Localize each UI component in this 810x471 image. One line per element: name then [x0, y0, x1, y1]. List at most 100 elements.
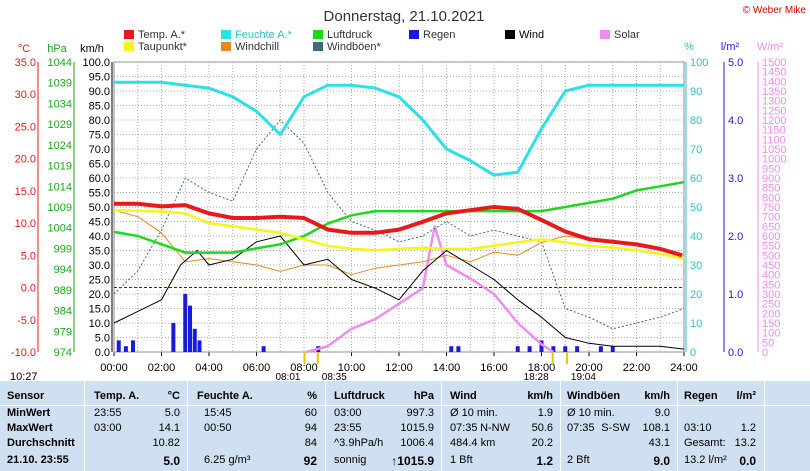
legend-swatch — [313, 42, 323, 51]
table-cell: 15:45 — [204, 407, 232, 419]
series-windben — [113, 119, 685, 330]
table-divider — [677, 381, 678, 471]
tick-rain: 1.0 — [728, 289, 743, 301]
legend-label: Luftdruck — [327, 29, 373, 41]
table-value: 9.0 — [654, 407, 670, 419]
table-cell: S-SW — [601, 422, 630, 434]
tick-pressure: 1019 — [48, 161, 72, 173]
table-value: 20.2 — [531, 437, 553, 449]
tick-solar: 1450 — [762, 67, 786, 79]
tick-x: 04:00 — [195, 362, 223, 374]
tick-pressure: 1004 — [48, 223, 72, 235]
rain-bar — [131, 340, 135, 352]
legend-label: Windböen* — [327, 41, 382, 53]
table-cell: 00:50 — [204, 422, 232, 434]
tick-pressure: 989 — [54, 285, 72, 297]
table-row-label: MaxWert — [7, 422, 53, 434]
table-header: Windböen — [567, 390, 621, 402]
tick-wind: 20.0 — [89, 289, 110, 301]
tick-wind: 90.0 — [89, 86, 110, 98]
tick-wind: 55.0 — [89, 188, 110, 200]
table-cell: N-NW — [480, 422, 510, 434]
tick-solar: 800 — [762, 192, 780, 204]
tick-wind: 35.0 — [89, 246, 110, 258]
tick-solar: 700 — [762, 212, 780, 224]
tick-solar: 150 — [762, 318, 780, 330]
legend: Temp. A.* Feuchte A.* Luftdruck Regen Wind So… — [124, 29, 640, 53]
tick-rain: 3.0 — [728, 173, 743, 185]
legend-swatch — [221, 30, 231, 39]
tick-wind: 25.0 — [89, 275, 110, 287]
table-value: 14.1 — [158, 422, 180, 434]
table-header: °C — [167, 390, 180, 402]
tick-humidity: 50 — [690, 202, 702, 214]
tick-wind: 85.0 — [89, 101, 110, 113]
table-value: 50.6 — [531, 422, 553, 434]
tick-solar: 600 — [762, 231, 780, 243]
series-solar — [306, 225, 555, 354]
sun-marker-label: 18:28 — [524, 372, 549, 381]
table-value: 1.9 — [537, 407, 553, 419]
tick-x: 00:00 — [100, 362, 128, 374]
tick-solar: 400 — [762, 270, 780, 282]
legend-swatch — [124, 42, 134, 51]
tick-humidity: 80 — [690, 115, 702, 127]
table-value: 5.0 — [164, 407, 180, 419]
rain-bar — [563, 346, 568, 352]
table-cell: 07:35 — [450, 422, 478, 434]
grid — [113, 61, 685, 353]
tick-rain: 5.0 — [728, 57, 743, 69]
tick-wind: 100.0 — [82, 57, 110, 69]
tick-solar: 750 — [762, 202, 780, 214]
table-cell: 03:10 — [684, 422, 712, 434]
table-value: 10.82 — [152, 437, 180, 449]
tick-temp: -5.0 — [17, 315, 36, 327]
tick-pressure: 1034 — [48, 98, 72, 110]
table-value: 94 — [304, 422, 317, 434]
tick-x: 18:00 — [528, 362, 556, 374]
legend-swatch — [600, 30, 610, 39]
table-value: 1006.4 — [400, 437, 434, 449]
sun-marker-label: 08:01 — [275, 372, 300, 381]
tick-humidity: 60 — [690, 173, 702, 185]
tick-wind: 65.0 — [89, 159, 110, 171]
tick-solar: 1100 — [762, 134, 786, 146]
table-value: 997.3 — [406, 407, 434, 419]
tick-pressure: 1014 — [48, 181, 72, 193]
tick-x: 14:00 — [433, 362, 461, 374]
table-header: Sensor — [7, 390, 45, 402]
tick-solar: 350 — [762, 279, 780, 291]
copyright: © Weber Mike — [743, 5, 807, 16]
table-value: 1015.9 — [400, 422, 434, 434]
table-cell: 03:00 — [94, 422, 122, 434]
axes: °C hPa km/h% l/m² W/m² -10.0 -5.0 0.0 5.0 10.0 15.… — [11, 41, 787, 374]
tick-x: 22:00 — [623, 362, 651, 374]
tick-x: 24:00 — [670, 362, 698, 374]
tick-pressure: 1009 — [48, 202, 72, 214]
legend-label: Windchill — [235, 41, 279, 53]
tick-solar: 900 — [762, 173, 780, 185]
tick-rain: 4.0 — [728, 115, 743, 127]
table-value: 1.2 — [536, 454, 553, 468]
stats-table — [0, 381, 810, 471]
tick-temp: 15.0 — [15, 186, 36, 198]
tick-temp: 10.0 — [15, 218, 36, 230]
table-row-label: Durchschnitt — [7, 437, 75, 449]
tick-wind: 15.0 — [89, 304, 110, 316]
tick-humidity: 100 — [690, 57, 708, 69]
tick-wind: 75.0 — [89, 130, 110, 142]
tick-temp: 5.0 — [21, 250, 36, 262]
table-cell: 07:35 — [567, 422, 595, 434]
tick-solar: 1150 — [762, 125, 786, 137]
tick-wind: 50.0 — [89, 202, 110, 214]
tick-solar: 1300 — [762, 96, 786, 108]
legend-label: Wind — [519, 29, 544, 41]
tick-temp: 20.0 — [15, 154, 36, 166]
rain-bar — [515, 346, 520, 352]
tick-humidity: 40 — [690, 231, 702, 243]
table-cell: 6.25 g/m³ — [204, 454, 251, 466]
table-cell: Gesamt: — [684, 437, 726, 449]
sun-marker-label: 19:04 — [571, 372, 596, 381]
tick-wind: 40.0 — [89, 231, 110, 243]
tick-solar: 1000 — [762, 154, 786, 166]
